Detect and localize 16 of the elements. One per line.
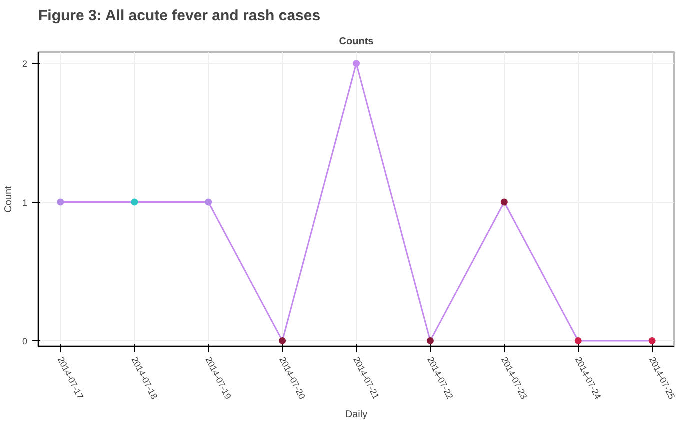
y-tick-label: 0 [22, 336, 28, 346]
chart-title: Figure 3: All acute fever and rash cases [38, 8, 321, 24]
y-tick-label: 1 [22, 198, 28, 208]
point [131, 198, 138, 206]
point [205, 198, 212, 206]
point [279, 337, 286, 344]
y-tick-label: 2 [22, 59, 28, 70]
point [500, 198, 508, 206]
y-axis-title: Count [3, 186, 14, 213]
x-axis-title: Daily [345, 410, 368, 421]
point [574, 337, 582, 344]
chart-subtitle: Counts [339, 36, 374, 48]
point [353, 60, 360, 68]
point [426, 337, 434, 344]
point [648, 337, 656, 344]
point [57, 198, 64, 206]
